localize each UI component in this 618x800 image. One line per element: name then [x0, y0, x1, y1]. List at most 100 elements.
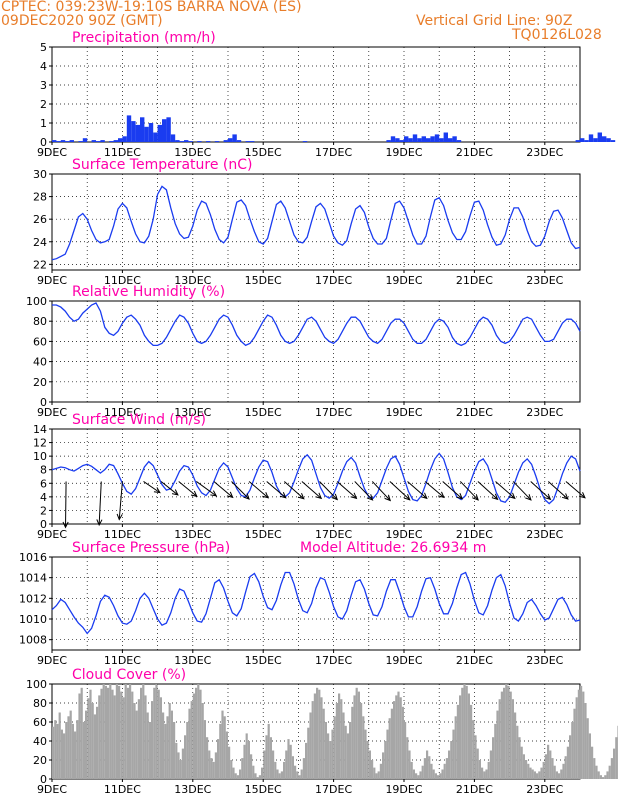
wind-arrow-shaft	[160, 481, 179, 496]
cloud-cover-bar	[54, 720, 57, 779]
wind-arrow-head	[472, 494, 479, 501]
cloud-cover-bar	[302, 758, 305, 779]
wind-arrow	[389, 481, 411, 501]
precipitation-bar	[610, 140, 616, 142]
wind-arrow-head	[262, 492, 270, 499]
cloud-cover-bar	[384, 741, 387, 779]
cloud-cover-bar	[93, 714, 96, 779]
wind-arrow-head	[437, 491, 445, 499]
wind-arrow-head	[491, 493, 499, 501]
cloud-cover-bar	[60, 729, 63, 779]
humidity-xtick-label: 19DEC	[385, 406, 422, 419]
cloud-cover-bar	[342, 712, 345, 779]
cloud-cover-xtick-label: 13DEC	[174, 783, 211, 796]
cloud-cover-bar	[549, 750, 552, 779]
cloud-cover-bar	[492, 737, 495, 779]
precipitation-bar	[153, 132, 158, 142]
wind-arrow-shaft	[530, 481, 551, 500]
precipitation-bar	[214, 141, 220, 142]
cloud-cover-bar	[214, 752, 217, 779]
cloud-cover-bar	[584, 703, 587, 779]
precipitation-bar	[184, 140, 189, 142]
cloud-cover-bar	[179, 760, 182, 779]
wind-arrow-shaft	[389, 481, 411, 501]
wind-ytick-label: 12	[33, 437, 47, 450]
cloud-cover-bar	[441, 769, 444, 779]
cloud-cover-bar	[232, 767, 235, 779]
cloud-cover-bar	[186, 722, 189, 779]
cloud-cover-bar	[434, 773, 437, 779]
precipitation-bar	[175, 140, 180, 142]
precipitation-ytick-label: 2	[40, 98, 47, 111]
cloud-cover-bar	[610, 758, 613, 779]
temperature-xtick-label: 15DEC	[245, 274, 282, 287]
wind-arrow	[116, 481, 123, 521]
pressure-ytick-label: 1014	[19, 572, 47, 585]
header-date: 09DEC2020 90Z (GMT)	[1, 13, 163, 29]
precipitation-bar	[91, 140, 96, 142]
wind-arrow	[213, 481, 234, 499]
wind-arrow-head	[579, 492, 586, 499]
cloud-cover-bar	[122, 697, 125, 779]
precipitation-bar	[109, 141, 114, 142]
cloud-cover-bar	[608, 765, 611, 779]
cloud-cover-bar	[305, 742, 308, 779]
cloud-cover-bar	[322, 708, 325, 779]
precipitation-bar	[602, 136, 607, 142]
wind-arrow	[459, 481, 479, 501]
wind-arrow-head	[456, 493, 464, 500]
cloud-cover-bar	[555, 771, 558, 779]
cloud-cover-bar	[487, 761, 490, 779]
cloud-cover-bar	[144, 695, 147, 779]
wind-xtick-label: 17DEC	[315, 528, 352, 541]
cloud-cover-bar	[346, 733, 349, 779]
precipitation-ytick-label: 1	[40, 117, 47, 130]
cloud-cover-bar	[181, 748, 184, 779]
cloud-cover-bar	[153, 687, 156, 779]
cloud-cover-bar	[421, 765, 424, 779]
wind-arrow-shaft	[565, 481, 586, 499]
cloud-cover-bar	[399, 697, 402, 779]
cloud-cover-bar	[164, 723, 167, 779]
wind-arrow-shaft	[118, 481, 123, 520]
cloud-cover-bar	[459, 695, 462, 779]
header-model-id: TQ0126L028	[512, 27, 602, 43]
humidity-xtick-label: 21DEC	[456, 406, 493, 419]
cloud-cover-bar	[289, 744, 292, 779]
wind-arrow	[231, 481, 250, 500]
wind-arrow	[371, 481, 392, 502]
cloud-cover-bar	[386, 729, 389, 779]
cloud-cover-bar	[461, 687, 464, 779]
precipitation-bar	[197, 141, 202, 142]
wind-arrow-head	[153, 487, 161, 494]
precipitation-bar	[580, 138, 585, 142]
pressure-xtick-label: 11DEC	[104, 654, 141, 667]
cloud-cover-bar	[107, 687, 110, 779]
wind-arrow	[477, 481, 499, 501]
cloud-cover-bar	[573, 708, 576, 779]
cloud-cover-bar	[96, 706, 99, 779]
pressure-panel: 1008 1010 1012 1014 1016 9DEC 11DEC 13DEC 15DEC 1…	[19, 540, 581, 667]
cloud-cover-bar	[261, 767, 264, 779]
wind-ytick-label: 8	[40, 464, 47, 477]
wind-arrow-head	[171, 489, 179, 496]
cloud-cover-title: Cloud Cover (%)	[72, 667, 186, 683]
precipitation-bar	[100, 140, 105, 142]
cloud-cover-bar	[173, 722, 176, 779]
cloud-cover-bar	[124, 684, 127, 779]
wind-arrow-shaft	[196, 481, 217, 497]
precipitation-bar	[417, 138, 422, 142]
wind-arrow-shaft	[143, 481, 161, 494]
temperature-xtick-label: 19DEC	[385, 274, 422, 287]
precipitation-bar	[113, 140, 118, 142]
cloud-cover-bar	[162, 712, 165, 779]
cloud-cover-bar	[472, 720, 475, 779]
cloud-cover-bar	[410, 761, 413, 779]
temperature-ytick-label: 30	[33, 168, 47, 181]
humidity-ytick-label: 100	[26, 295, 47, 308]
precipitation-bar	[157, 124, 162, 142]
temperature-xtick-label: 9DEC	[37, 274, 67, 287]
cloud-cover-bar	[606, 771, 609, 779]
cloud-cover-bar	[544, 754, 547, 779]
cloud-cover-bar	[474, 735, 477, 779]
